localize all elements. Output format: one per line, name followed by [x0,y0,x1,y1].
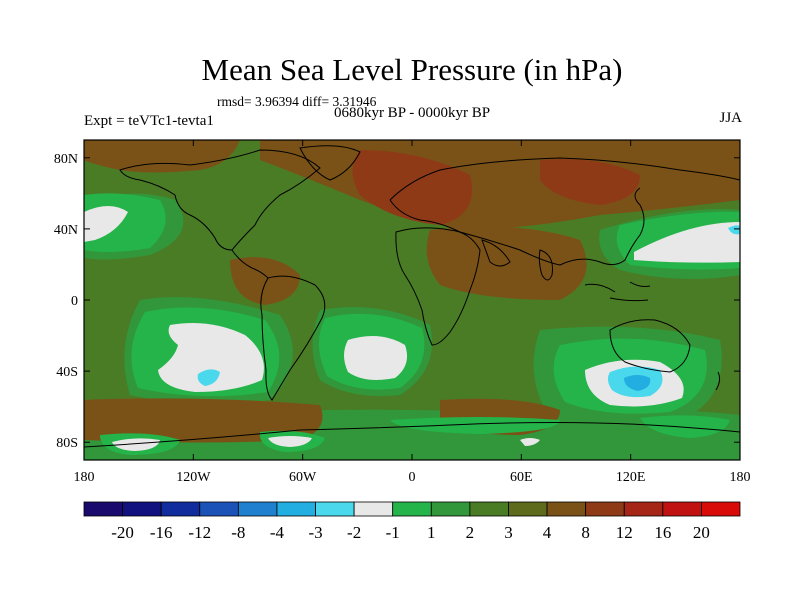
colorbar-swatch [546,501,587,517]
colorbar-swatch [237,501,278,517]
x-tick-label: 180 [74,470,95,485]
colorbar-label: 20 [693,523,710,542]
field-low [520,438,540,446]
colorbar-swatch [199,501,239,517]
y-tick-label: 40N [54,223,78,238]
field-low [728,225,740,235]
x-tick-label: 180 [730,470,751,485]
y-tick-label: 0 [71,294,78,309]
coastline-africa [395,227,481,346]
field-low [158,322,264,392]
colorbar-label: -20 [111,523,134,542]
colorbar-swatch [508,501,548,517]
coastline-north-america [119,149,321,251]
colorbar-label: -3 [308,523,322,542]
colorbar-label: -2 [347,523,361,542]
colorbar-label: 12 [616,523,633,542]
coastline-greenland [299,145,361,181]
colorbar-swatch [430,501,471,517]
field-low [84,206,128,242]
field-low [268,436,312,447]
y-tick-label: 80N [54,152,78,167]
field-patch [640,415,730,438]
field-high [352,150,472,225]
field-low [344,336,408,380]
colorbar-swatch [701,501,741,517]
coastline-arabia [481,239,511,267]
colorbar-label: 3 [504,523,513,542]
coastline-india [538,249,553,281]
colorbar-swatch [160,501,201,517]
coastlines [84,145,740,448]
field-high [84,398,323,443]
season-label: JJA [719,110,742,126]
x-tick-label: 0 [409,470,416,485]
colorbar-label: -1 [386,523,400,542]
field-low [197,369,220,386]
colorbar-swatch [662,501,702,517]
y-tick-label: 80S [56,436,78,451]
stats-line: rmsd= 3.96394 diff= 3.31946 [217,94,377,109]
field-low [634,222,740,263]
colorbar-swatch [353,501,394,517]
colorbar-label: 1 [427,523,436,542]
x-tick-label: 120W [176,470,211,485]
field-low [624,375,651,391]
colorbar-swatch [469,501,509,517]
x-tick-label: 60E [510,470,533,485]
colorbar-label: -4 [270,523,285,542]
coastline-new-zealand [715,371,721,391]
coastline-antarctica [84,422,740,448]
field-high [230,257,300,305]
colorbar-label: 4 [543,523,552,542]
coastline-australia [609,319,691,373]
colorbar-swatch [392,501,432,517]
chart-title: Mean Sea Level Pressure (in hPa) [201,52,623,87]
colorbar-label: 8 [581,523,590,542]
colorbar-label: -12 [188,523,211,542]
field-high [84,140,240,173]
colorbar-swatch [122,501,162,517]
colorbar-label: 16 [654,523,671,542]
colorbar-label: 2 [466,523,475,542]
colorbar-label: -16 [150,523,173,542]
field-high [540,159,640,205]
period-subtitle: 0680kyr BP - 0000kyr BP [333,105,491,121]
colorbar-swatch [83,501,123,517]
y-tick-label: 40S [56,365,78,380]
y-axis: 80N 40N 0 40S 80S [54,152,740,451]
field-high [426,226,587,300]
colorbar-swatch [585,501,625,517]
pressure-field [84,140,740,460]
experiment-label: Expt = teVTc1-tevta1 [84,113,214,129]
colorbar: -20 -16 -12 -8 -4 -3 -2 -1 1 2 3 4 8 12 16 20 [83,501,741,542]
colorbar-swatch [623,501,664,517]
coastline-eurasia [389,157,740,266]
field-low [112,438,160,451]
colorbar-swatch [315,501,355,517]
colorbar-label: -8 [231,523,245,542]
coastline-central-america [231,249,269,279]
coastline-south-america [260,275,326,401]
coastline-se-asia [584,281,651,302]
x-tick-label: 120E [616,470,646,485]
x-tick-label: 60W [289,470,317,485]
x-axis: 180 120W 60W 0 60E 120E 180 [74,140,751,485]
field-patch [390,417,560,434]
colorbar-swatch [276,501,316,517]
